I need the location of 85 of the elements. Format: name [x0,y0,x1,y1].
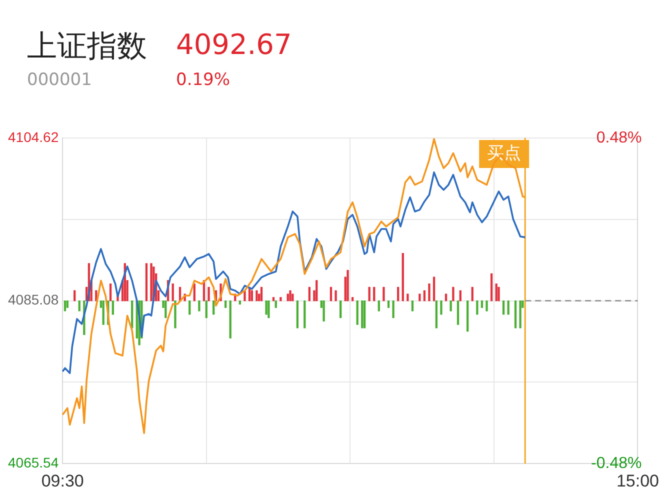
bar [224,300,227,308]
bar [102,300,104,325]
bar [368,286,370,302]
bar [286,294,289,302]
bar [456,300,460,325]
bar [346,270,349,302]
y2-tick-label: -0.48% [591,455,642,472]
bar [112,300,114,315]
bar [174,300,176,328]
bar [361,300,364,328]
bar [334,290,337,302]
chart-title: 上证指数 [27,28,147,66]
text: 0.19% [176,70,230,90]
bar [373,286,376,302]
bar [330,286,332,302]
bar [78,300,80,312]
bar [428,284,430,302]
bar [292,294,294,302]
bar [498,286,500,302]
bar [265,300,268,315]
bar [274,300,277,308]
bar [150,263,152,302]
annotation: 买点 [487,143,522,164]
bar [411,300,414,312]
bar [382,286,385,302]
bar [490,273,493,302]
bar [519,300,522,328]
bar [256,290,258,302]
y-tick-label: 4104.62 [8,128,59,145]
bar [486,300,488,312]
bar [406,294,409,302]
bar [66,300,68,308]
bar [188,300,191,315]
bar [402,252,404,302]
bar [64,300,66,312]
bar [229,300,232,338]
bar [268,300,270,318]
bar [272,297,275,302]
bar [514,300,517,328]
bar [444,294,448,302]
bar [308,286,311,302]
x-tick-label: 09:30 [41,471,84,490]
bar [466,300,469,332]
bar [387,300,390,308]
bar [435,300,438,328]
bar [316,280,318,302]
bar [378,300,380,312]
bar [145,263,148,302]
bar [502,300,505,315]
bar [495,284,498,302]
bar [109,284,112,302]
bar [440,300,442,315]
bar [238,300,242,305]
bar [280,297,282,302]
bar [356,300,358,325]
bar [471,286,474,302]
bar [208,286,210,302]
bar [164,300,167,318]
bar [351,297,354,302]
bar [392,300,394,318]
bar [363,300,366,328]
bar [212,300,215,315]
text: 4092.67 [176,28,292,61]
chart-subtitle: 000001 [27,70,92,90]
bar [260,286,263,302]
y-tick-label: 4085.08 [8,292,59,308]
bar [476,300,478,315]
bar [450,300,452,312]
bar [507,300,510,315]
bar [289,290,292,302]
bar [296,300,299,328]
y-tick-label: 4065.54 [8,454,59,470]
x-tick-label: 15:00 [616,471,660,490]
y2-tick-label: 0.48% [596,129,642,146]
bar [205,300,208,318]
bar [340,300,342,318]
bar [172,284,174,302]
bar [397,286,400,302]
bar [418,294,421,302]
bar [432,276,436,302]
bar [198,300,200,312]
bar [452,286,454,302]
bar [304,300,306,328]
bar [480,300,484,308]
bar [322,300,325,322]
